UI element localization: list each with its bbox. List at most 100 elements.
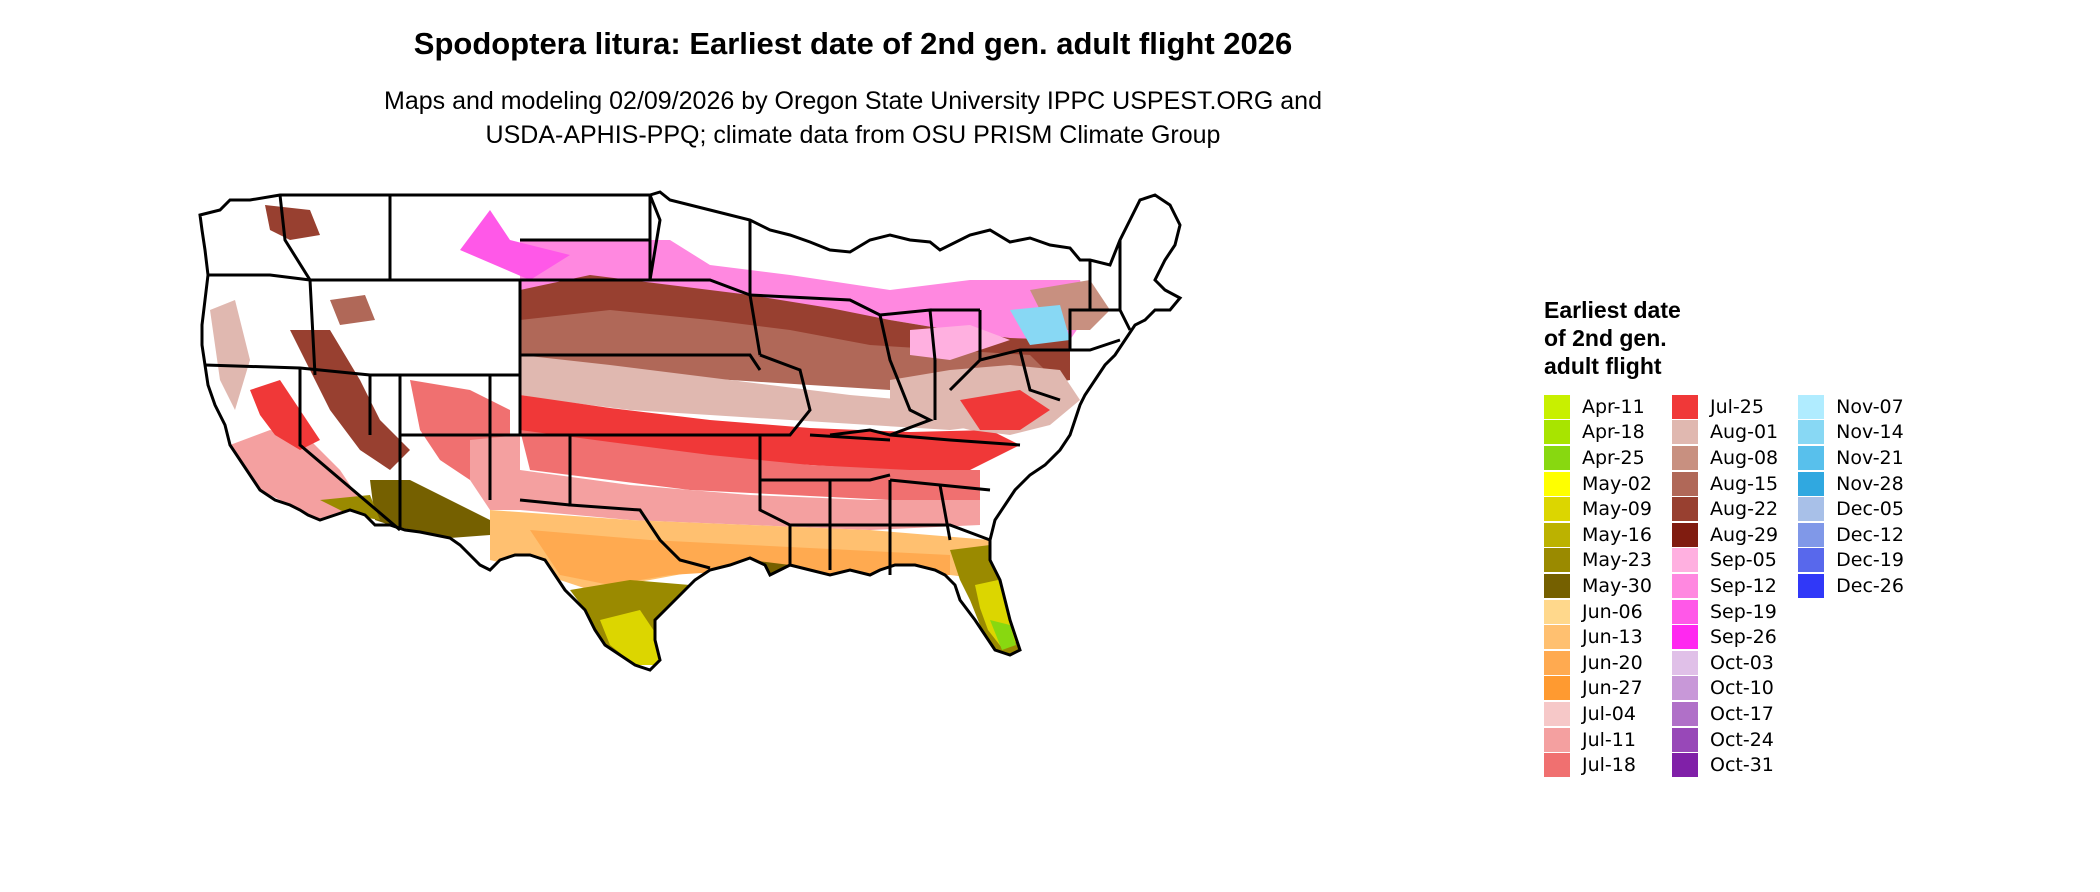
legend-swatch xyxy=(1671,394,1698,419)
legend-item: Jul-04 xyxy=(1544,701,1652,727)
legend-swatch xyxy=(1544,522,1570,547)
legend-label: Sep-19 xyxy=(1709,600,1777,623)
legend-swatch xyxy=(1544,753,1570,778)
legend-item: Nov-21 xyxy=(1798,445,1904,471)
legend-item: Nov-14 xyxy=(1798,420,1904,446)
legend-swatch xyxy=(1544,727,1570,752)
legend-label: Aug-29 xyxy=(1709,523,1779,546)
legend-swatch xyxy=(1544,650,1570,675)
legend-swatch xyxy=(1798,445,1825,470)
legend-label: Aug-22 xyxy=(1709,498,1779,521)
legend-label: Oct-24 xyxy=(1709,728,1774,751)
legend-label: Jul-25 xyxy=(1709,395,1764,418)
legend-item: May-02 xyxy=(1544,471,1652,497)
map-subtitle: Maps and modeling 02/09/2026 by Oregon S… xyxy=(0,84,1706,152)
legend-swatch xyxy=(1671,625,1698,650)
legend-item: Apr-18 xyxy=(1544,420,1652,446)
legend-item: Oct-10 xyxy=(1671,676,1778,702)
legend-swatch xyxy=(1671,573,1698,598)
state-boundaries xyxy=(198,190,1183,672)
legend-swatch xyxy=(1544,625,1570,650)
legend-item: Aug-15 xyxy=(1671,471,1779,497)
legend-label: Jun-27 xyxy=(1582,677,1643,700)
legend-swatch xyxy=(1671,753,1698,778)
legend-column: Nov-07 Nov-14 Nov-21 Nov-28 Dec-05 Dec-12 Dec-… xyxy=(1798,394,1904,778)
legend-item: Jul-11 xyxy=(1544,727,1652,753)
legend-swatch xyxy=(1798,573,1825,598)
legend-swatch xyxy=(1544,599,1570,624)
legend-item: Sep-05 xyxy=(1671,548,1778,574)
legend-item: Oct-03 xyxy=(1671,650,1778,676)
legend-item: Aug-29 xyxy=(1671,522,1779,548)
legend-item: Sep-26 xyxy=(1671,624,1778,650)
legend-swatch xyxy=(1798,497,1825,522)
legend-swatch xyxy=(1671,445,1698,470)
legend-item: Aug-01 xyxy=(1671,420,1779,446)
legend-item: Apr-11 xyxy=(1544,394,1652,420)
legend-label: Aug-01 xyxy=(1709,421,1779,444)
legend-swatch xyxy=(1671,727,1698,752)
legend-label: Dec-26 xyxy=(1836,574,1904,597)
legend-item: Aug-22 xyxy=(1671,496,1779,522)
legend-item: Oct-17 xyxy=(1671,701,1778,727)
legend-swatch xyxy=(1671,548,1698,573)
subtitle-line-2: USDA-APHIS-PPQ; climate data from OSU PR… xyxy=(485,121,1221,149)
legend-swatch xyxy=(1671,420,1698,445)
legend-swatch xyxy=(1544,394,1570,419)
legend-label: May-02 xyxy=(1582,472,1652,495)
legend-item: Dec-26 xyxy=(1798,573,1904,599)
legend-swatch xyxy=(1798,420,1825,445)
legend-item: Jun-13 xyxy=(1544,624,1652,650)
legend-label: Jun-13 xyxy=(1582,626,1643,649)
legend-item: Sep-19 xyxy=(1671,599,1778,625)
legend-label: Oct-03 xyxy=(1709,651,1774,674)
legend-swatch xyxy=(1544,676,1570,701)
legend-item: May-16 xyxy=(1544,522,1652,548)
legend-label: Apr-11 xyxy=(1582,395,1645,418)
legend-swatch xyxy=(1671,701,1698,726)
legend-swatch xyxy=(1544,445,1570,470)
legend-label: May-23 xyxy=(1582,549,1652,572)
legend-item: Sep-12 xyxy=(1671,573,1778,599)
legend-item: Jun-20 xyxy=(1544,650,1652,676)
legend-label: Aug-15 xyxy=(1709,472,1779,495)
legend-column: Jul-25 Aug-01 Aug-08 Aug-15 Aug-22 Aug-29 Sep-… xyxy=(1671,394,1779,778)
legend-item: Dec-12 xyxy=(1798,522,1904,548)
legend-label: Oct-31 xyxy=(1709,754,1774,777)
legend-label: Nov-07 xyxy=(1836,395,1904,418)
legend-label: May-30 xyxy=(1582,574,1652,597)
legend-label: May-09 xyxy=(1582,498,1652,521)
legend-swatch xyxy=(1544,471,1570,496)
legend-swatch xyxy=(1798,522,1825,547)
legend-label: Dec-12 xyxy=(1836,523,1904,546)
legend-label: Dec-19 xyxy=(1836,549,1904,572)
legend-label: Jul-18 xyxy=(1582,754,1636,777)
legend-title-line-1: Earliest date xyxy=(1544,297,1681,323)
legend-item: May-23 xyxy=(1544,548,1652,574)
legend-label: Oct-10 xyxy=(1709,677,1774,700)
legend-swatch xyxy=(1798,394,1825,419)
legend-label: Nov-28 xyxy=(1836,472,1904,495)
legend-label: Oct-17 xyxy=(1709,702,1774,725)
legend-label: Jul-11 xyxy=(1582,728,1636,751)
subtitle-line-1: Maps and modeling 02/09/2026 by Oregon S… xyxy=(384,87,1322,115)
legend-label: Jun-06 xyxy=(1582,600,1643,623)
legend-item: Jul-18 xyxy=(1544,752,1652,778)
legend-item: Nov-07 xyxy=(1798,394,1904,420)
legend-label: Apr-18 xyxy=(1582,421,1645,444)
legend-label: Sep-05 xyxy=(1709,549,1777,572)
legend-swatch xyxy=(1544,701,1570,726)
legend-swatch xyxy=(1671,522,1698,547)
legend-label: May-16 xyxy=(1582,523,1652,546)
legend-item: Nov-28 xyxy=(1798,471,1904,497)
legend-swatch xyxy=(1671,471,1698,496)
legend-swatch xyxy=(1798,548,1825,573)
legend-item: Oct-31 xyxy=(1671,752,1778,778)
legend: Earliest date of 2nd gen. adult flight A… xyxy=(1544,296,1924,778)
legend-label: Nov-21 xyxy=(1836,446,1904,469)
map-title: Spodoptera litura: Earliest date of 2nd … xyxy=(413,26,1293,61)
legend-item: Jun-06 xyxy=(1544,599,1652,625)
legend-swatch xyxy=(1544,420,1570,445)
legend-label: Apr-25 xyxy=(1582,446,1645,469)
legend-item: May-30 xyxy=(1544,573,1652,599)
